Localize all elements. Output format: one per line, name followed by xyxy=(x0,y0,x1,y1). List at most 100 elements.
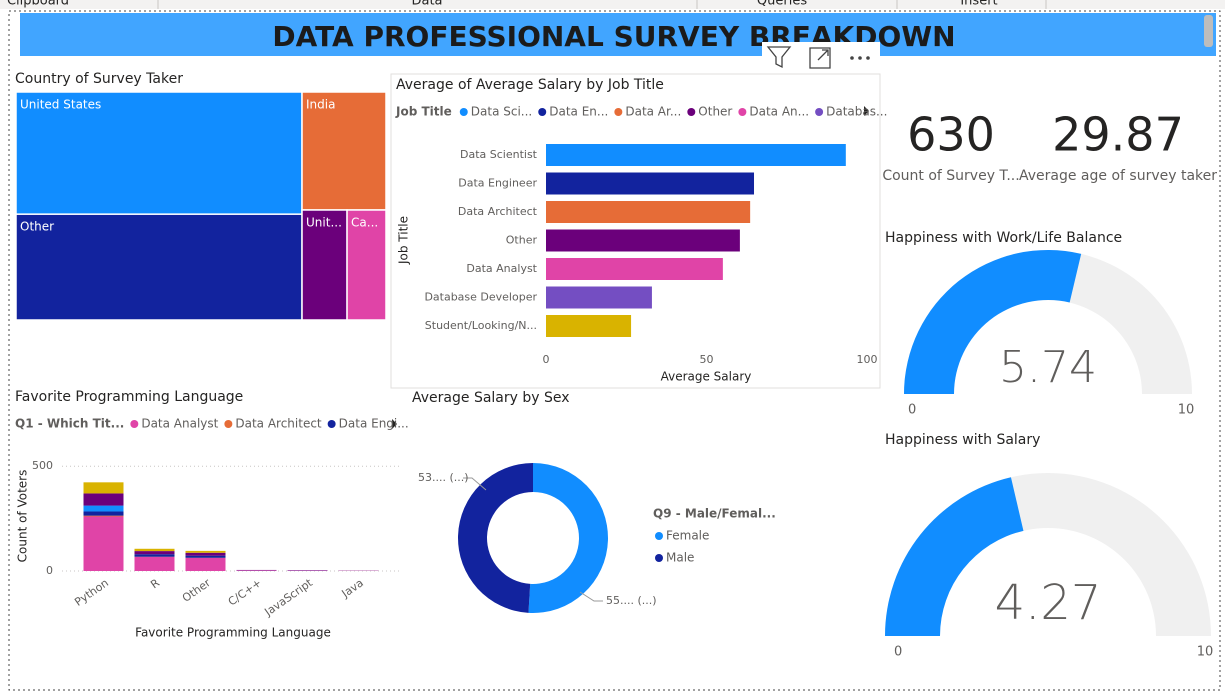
canvas-border xyxy=(8,10,1221,691)
y-tick-label: 500 xyxy=(32,459,53,472)
legend-marker xyxy=(655,554,663,562)
legend-label: Other xyxy=(698,105,732,119)
leader-line xyxy=(579,591,603,602)
bar xyxy=(546,172,755,195)
leader-line xyxy=(463,477,487,491)
treemap-label: India xyxy=(306,98,335,112)
treemap-tile xyxy=(346,209,387,321)
treemap-label: Unit... xyxy=(306,215,342,229)
ribbon-label[interactable]: Data xyxy=(411,0,442,9)
y-axis-title: Count of Voters xyxy=(16,470,30,563)
gauge-min-label: 0 xyxy=(908,403,916,418)
x-tick-label: Other xyxy=(180,576,213,605)
x-axis-title: Average Salary xyxy=(661,370,752,384)
legend-marker xyxy=(130,420,139,428)
x-tick-label: 0 xyxy=(543,353,550,366)
bar-segment xyxy=(83,516,124,571)
donut-slice xyxy=(528,463,609,613)
treemap-tile xyxy=(15,213,303,321)
bar-segment xyxy=(134,556,175,571)
legend-label: Data Analyst xyxy=(141,417,218,431)
bar-segment xyxy=(83,511,124,516)
visual-title: Average Salary by Sex xyxy=(412,390,570,406)
visual-title: Favorite Programming Language xyxy=(15,389,243,405)
legend-title: Q9 - Male/Femal... xyxy=(653,507,776,521)
y-tick-label: 0 xyxy=(46,564,53,577)
data-label: 55.... (...) xyxy=(606,594,657,607)
card-value: 630 xyxy=(907,108,995,162)
y-tick-label: Data Analyst xyxy=(466,262,537,275)
legend-label: Databas... xyxy=(826,105,887,119)
y-tick-label: Student/Looking/N... xyxy=(425,319,537,332)
x-tick-label: 100 xyxy=(857,353,878,366)
x-tick-label: R xyxy=(148,576,162,591)
gauge-value: 5.74 xyxy=(999,342,1097,393)
filter-icon[interactable] xyxy=(766,46,792,69)
legend-label: Male xyxy=(666,551,694,565)
visual-frame xyxy=(390,73,881,389)
legend-title: Q1 - Which Tit... xyxy=(15,417,124,431)
bar-segment xyxy=(134,554,175,557)
x-tick-label: Java xyxy=(339,576,366,601)
ribbon-label[interactable]: Insert xyxy=(960,0,997,9)
donut-slice xyxy=(458,463,533,613)
treemap-label: Ca... xyxy=(351,215,378,229)
ribbon-label[interactable]: Queries xyxy=(757,0,807,9)
gauge-value: 4.27 xyxy=(995,575,1102,631)
x-tick-label: 50 xyxy=(700,353,714,366)
legend-marker xyxy=(687,108,696,116)
legend-label: Data Engi... xyxy=(339,417,409,431)
gauge-fill xyxy=(885,477,1024,636)
focus-mode-icon[interactable] xyxy=(809,47,831,69)
bar xyxy=(546,315,632,337)
bar-segment xyxy=(185,558,226,571)
bar xyxy=(546,229,740,252)
bar-segment xyxy=(83,505,124,512)
bar-segment xyxy=(83,482,124,494)
x-tick-label: C/C++ xyxy=(226,576,264,608)
legend-arrow[interactable] xyxy=(864,106,869,116)
legend-label: Data An... xyxy=(749,105,809,119)
y-tick-label: Data Architect xyxy=(458,205,538,218)
more-options-icon[interactable] xyxy=(850,56,870,60)
legend-marker xyxy=(327,420,336,428)
treemap-tile xyxy=(301,209,348,321)
x-tick-label: JavaScript xyxy=(261,576,315,619)
legend-marker xyxy=(815,108,824,116)
legend-marker xyxy=(614,108,623,116)
gauge-min-label: 0 xyxy=(894,645,902,660)
legend-label: Data Ar... xyxy=(625,105,681,119)
visual-title: Average of Average Salary by Job Title xyxy=(396,77,664,93)
gauge-max-label: 10 xyxy=(1178,403,1195,418)
x-tick-label: Python xyxy=(72,576,111,609)
legend-label: Data Architect xyxy=(235,417,322,431)
legend-marker xyxy=(738,108,747,116)
visual-title: Country of Survey Taker xyxy=(15,71,183,87)
legend-label: Data En... xyxy=(549,105,608,119)
ribbon-label[interactable]: Clipboard xyxy=(7,0,69,9)
bar xyxy=(546,258,723,280)
y-tick-label: Data Engineer xyxy=(458,177,537,190)
y-axis-title: Job Title xyxy=(397,216,411,265)
legend-marker xyxy=(459,108,468,116)
visual-title: Happiness with Work/Life Balance xyxy=(885,230,1122,246)
legend-label: Female xyxy=(666,529,709,543)
bar-segment xyxy=(185,550,226,553)
treemap-tile xyxy=(15,91,303,215)
bar-segment xyxy=(134,548,175,552)
y-tick-label: Data Scientist xyxy=(460,148,538,161)
title-banner xyxy=(20,13,1216,56)
scrollbar[interactable] xyxy=(1204,15,1213,47)
card-label: Average age of survey taker xyxy=(1019,168,1217,184)
legend-marker xyxy=(538,108,547,116)
bar xyxy=(546,286,652,309)
treemap-label: United States xyxy=(20,98,101,112)
legend-marker xyxy=(655,532,663,540)
gauge-fill xyxy=(904,250,1082,394)
treemap-label: Other xyxy=(20,220,54,234)
legend-arrow[interactable] xyxy=(392,419,397,429)
data-label: 53.... (...) xyxy=(418,471,469,484)
legend-label: Data Sci... xyxy=(471,105,532,119)
legend-title: Job Title xyxy=(395,105,452,119)
